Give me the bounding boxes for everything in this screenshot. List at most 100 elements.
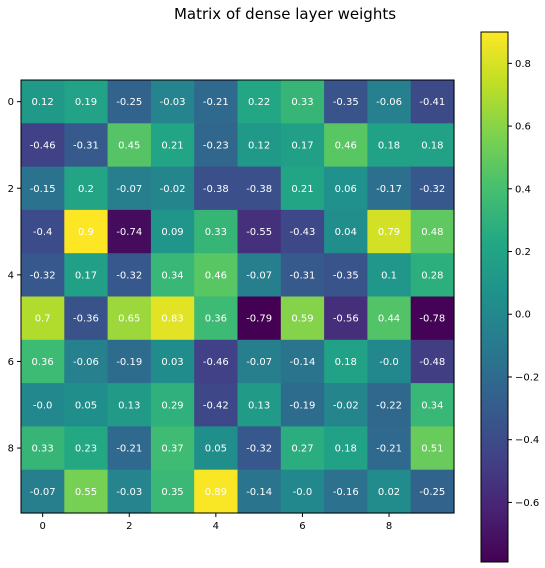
heatmap-cell <box>367 339 412 384</box>
heatmap-cell <box>367 80 412 124</box>
heatmap-cell <box>324 253 368 298</box>
heatmap-cell-label: -0.46 <box>203 357 229 368</box>
heatmap-cell <box>367 123 412 168</box>
heatmap-cell-label: -0.07 <box>116 184 142 195</box>
heatmap-cell-label: -0.32 <box>419 184 445 195</box>
heatmap-cell-label: 0.18 <box>335 357 357 368</box>
heatmap-cell-label: 0.05 <box>205 444 227 455</box>
heatmap-cell-label: -0.35 <box>333 270 359 281</box>
heatmap-cell <box>107 296 152 341</box>
heatmap-cell-label: -0.31 <box>73 140 99 151</box>
heatmap-cell <box>64 296 109 341</box>
heatmap-cell <box>194 209 239 254</box>
heatmap-cell-label: -0.35 <box>333 97 359 108</box>
heatmap-cell <box>150 296 195 341</box>
heatmap-cell-label: -0.21 <box>376 444 402 455</box>
heatmap-cell <box>194 123 239 168</box>
heatmap-cell <box>107 166 152 211</box>
heatmap-cell <box>237 80 282 124</box>
heatmap-cell-label: -0.07 <box>30 487 56 498</box>
colorbar-tick-label: −0.2 <box>515 372 539 383</box>
heatmap-cell-label: -0.14 <box>290 357 316 368</box>
heatmap-cell <box>410 253 455 298</box>
heatmap-cell-label: 0.13 <box>118 400 140 411</box>
heatmap-cell <box>107 80 152 124</box>
heatmap-cell <box>367 469 412 514</box>
heatmap-cell <box>64 383 109 427</box>
heatmap-cell <box>280 296 325 341</box>
heatmap-cell-label: 0.05 <box>75 400 97 411</box>
x-axis: 0 2 4 6 8 <box>39 513 392 532</box>
heatmap-cell-label: 0.46 <box>205 270 227 281</box>
heatmap-cell <box>280 253 325 298</box>
heatmap-cell <box>237 253 282 298</box>
heatmap-cell-label: 0.44 <box>378 314 400 325</box>
heatmap-cell <box>150 166 195 211</box>
heatmap-cell <box>150 209 195 254</box>
heatmap-cell <box>194 80 239 124</box>
heatmap-cell-label: 0.51 <box>421 444 443 455</box>
heatmap-cell-label: 0.2 <box>78 184 94 195</box>
heatmap-cell <box>237 339 282 384</box>
heatmap-cell-label: 0.22 <box>248 97 270 108</box>
heatmap-cell <box>237 296 282 341</box>
heatmap-cell <box>107 469 152 514</box>
heatmap-cell-label: 0.1 <box>381 270 397 281</box>
heatmap-cell <box>410 426 455 471</box>
heatmap-cell <box>107 253 152 298</box>
heatmap-cell <box>194 383 239 427</box>
heatmap-cell <box>21 253 65 298</box>
x-tick-label: 8 <box>386 521 392 532</box>
heatmap-cell-label: -0.07 <box>246 270 272 281</box>
heatmap-cell-label: -0.0 <box>379 357 399 368</box>
heatmap-cell-label: -0.4 <box>33 227 53 238</box>
heatmap-cell-label: -0.55 <box>246 227 272 238</box>
heatmap-cell <box>150 339 195 384</box>
heatmap-cell-label: 0.13 <box>248 400 270 411</box>
heatmap-cell-label: -0.25 <box>419 487 445 498</box>
heatmap-cell-label: 0.33 <box>205 227 227 238</box>
heatmap-cell-label: -0.38 <box>203 184 229 195</box>
heatmap-cell <box>367 166 412 211</box>
heatmap-cell <box>324 123 368 168</box>
y-tick-label: 6 <box>8 357 14 368</box>
heatmap-cell <box>324 166 368 211</box>
heatmap-cell <box>150 426 195 471</box>
heatmap-cell-label: 0.27 <box>291 444 313 455</box>
heatmap-cell-label: 0.18 <box>335 444 357 455</box>
heatmap-cell <box>64 469 109 514</box>
heatmap-cell-label: -0.36 <box>73 314 99 325</box>
colorbar-axis: −0.6 −0.4 −0.2 0.0 0.2 0.4 0.6 0.8 <box>508 59 539 509</box>
colorbar <box>480 31 509 563</box>
heatmap-cell-label: 0.34 <box>421 400 443 411</box>
heatmap-cell <box>410 166 455 211</box>
heatmap-cell-label: -0.21 <box>116 444 142 455</box>
heatmap-cell <box>107 209 152 254</box>
heatmap-cell-label: -0.02 <box>333 400 359 411</box>
heatmap-cell-label: -0.19 <box>290 400 316 411</box>
heatmap-cell-label: 0.55 <box>75 487 97 498</box>
heatmap-cell <box>367 209 412 254</box>
plot-frame <box>20 79 455 514</box>
heatmap-cell <box>64 426 109 471</box>
heatmap-cell-label: 0.37 <box>161 444 183 455</box>
heatmap-cell-label: -0.42 <box>203 400 229 411</box>
heatmap-cell-label: -0.46 <box>30 140 56 151</box>
heatmap-cell <box>324 469 368 514</box>
heatmap-cell <box>410 209 455 254</box>
heatmap-cell-label: 0.83 <box>161 314 183 325</box>
heatmap-cells <box>21 80 455 514</box>
chart-title: Matrix of dense layer weights <box>174 5 396 23</box>
heatmap-cell-label: 0.35 <box>161 487 183 498</box>
colorbar-tick-label: −0.6 <box>515 498 539 509</box>
heatmap-cell <box>21 296 65 341</box>
heatmap-cell <box>237 383 282 427</box>
heatmap-cell <box>237 426 282 471</box>
heatmap-cell <box>324 426 368 471</box>
heatmap-cell-label: 0.03 <box>161 357 183 368</box>
heatmap-cell <box>324 209 368 254</box>
heatmap-cell-label: 0.79 <box>378 227 400 238</box>
heatmap-cell-label: 0.21 <box>161 140 183 151</box>
heatmap-cell-label: -0.41 <box>419 97 445 108</box>
heatmap-cell <box>107 123 152 168</box>
